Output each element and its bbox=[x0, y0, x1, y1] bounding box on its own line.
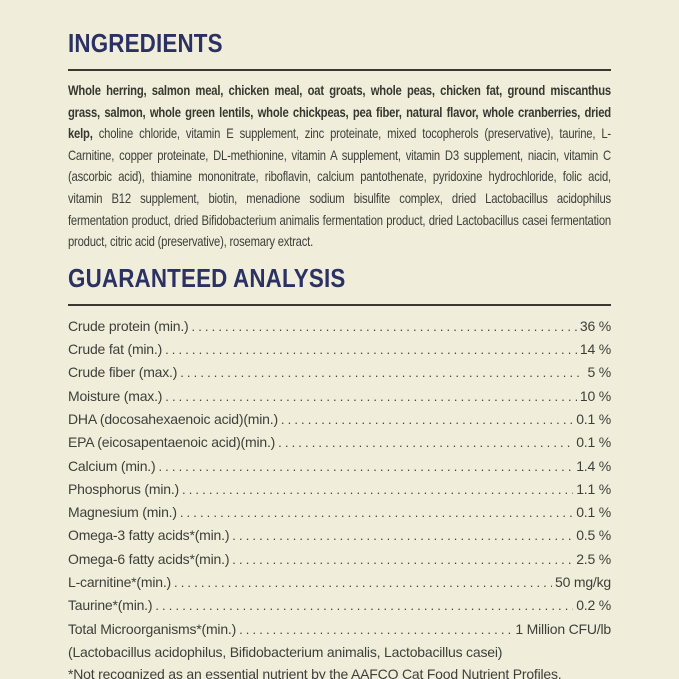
analysis-label: Taurine*(min.) bbox=[68, 597, 153, 614]
analysis-row-calcium: Calcium (min.) 1.4 % bbox=[68, 455, 611, 478]
analysis-label: Total Microorganisms*(min.) bbox=[68, 620, 237, 637]
section-divider bbox=[68, 69, 611, 71]
ingredients-paragraph: Whole herring, salmon meal, chicken meal… bbox=[68, 80, 611, 253]
analysis-row-crude-protein: Crude protein (min.) 36 % bbox=[68, 315, 611, 338]
section-divider bbox=[68, 303, 611, 306]
dot-leader bbox=[239, 618, 512, 641]
analysis-row-lcarnitine: L-carnitine*(min.) 50 mg/kg bbox=[68, 571, 611, 594]
analysis-value: 5 % bbox=[587, 364, 611, 381]
analysis-value: 0.1 % bbox=[576, 434, 611, 451]
dot-leader bbox=[232, 548, 573, 571]
dot-leader bbox=[182, 478, 573, 501]
analysis-row-omega6: Omega-6 fatty acids*(min.) 2.5 % bbox=[68, 548, 611, 571]
analysis-label: Omega-3 fatty acids*(min.) bbox=[68, 527, 230, 544]
ingredients-title: INGREDIENTS bbox=[68, 28, 223, 58]
analysis-value: 0.1 % bbox=[576, 504, 611, 521]
analysis-value: 2.5 % bbox=[576, 550, 611, 567]
dot-leader bbox=[165, 338, 577, 361]
guaranteed-analysis-title: GUARANTEED ANALYSIS bbox=[68, 262, 346, 293]
dot-leader bbox=[174, 571, 552, 594]
analysis-label: Phosphorus (min.) bbox=[68, 480, 179, 497]
analysis-label: Crude protein (min.) bbox=[68, 317, 189, 334]
analysis-value: 1.1 % bbox=[576, 480, 611, 497]
analysis-label: DHA (docosahexaenoic acid)(min.) bbox=[68, 410, 278, 427]
dot-leader bbox=[158, 455, 573, 478]
ingredients-section: INGREDIENTS Whole herring, salmon meal, … bbox=[68, 26, 611, 253]
dot-leader bbox=[232, 524, 573, 547]
analysis-label: EPA (eicosapentaenoic acid)(min.) bbox=[68, 434, 276, 451]
analysis-row-dha: DHA (docosahexaenoic acid)(min.) 0.1 % bbox=[68, 408, 611, 431]
analysis-value: 14 % bbox=[579, 341, 611, 358]
guaranteed-analysis-table: Crude protein (min.) 36 % Crude fat (min… bbox=[68, 315, 611, 641]
analysis-label: Calcium (min.) bbox=[68, 457, 156, 474]
analysis-value: 0.2 % bbox=[576, 597, 611, 614]
analysis-value: 36 % bbox=[579, 317, 611, 334]
ingredients-secondary-list: choline chloride, vitamin E supplement, … bbox=[68, 126, 611, 250]
analysis-row-crude-fat: Crude fat (min.) 14 % bbox=[68, 338, 611, 361]
analysis-row-magnesium: Magnesium (min.) 0.1 % bbox=[68, 501, 611, 524]
analysis-label: Crude fiber (max.) bbox=[68, 364, 178, 381]
dot-leader bbox=[278, 431, 573, 454]
analysis-label: Omega-6 fatty acids*(min.) bbox=[68, 550, 230, 567]
analysis-value: 1.4 % bbox=[576, 457, 611, 474]
dot-leader bbox=[155, 594, 573, 617]
analysis-value: 50 mg/kg bbox=[555, 574, 611, 591]
analysis-value: 10 % bbox=[579, 387, 611, 404]
analysis-label: Crude fat (min.) bbox=[68, 341, 163, 358]
analysis-value: 0.5 % bbox=[576, 527, 611, 544]
dot-leader bbox=[180, 361, 584, 384]
analysis-value: 1 Million CFU/lb bbox=[515, 620, 611, 637]
dot-leader bbox=[281, 408, 573, 431]
dot-leader bbox=[192, 315, 577, 338]
dot-leader bbox=[165, 385, 577, 408]
probiotics-note: (Lactobacillus acidophilus, Bifidobacter… bbox=[68, 643, 503, 660]
ingredients-primary-list: Whole herring, salmon meal, chicken meal… bbox=[68, 83, 611, 142]
analysis-row-phosphorus: Phosphorus (min.) 1.1 % bbox=[68, 478, 611, 501]
analysis-value: 0.1 % bbox=[576, 410, 611, 427]
analysis-row-epa: EPA (eicosapentaenoic acid)(min.) 0.1 % bbox=[68, 431, 611, 454]
guaranteed-analysis-section: GUARANTEED ANALYSIS Crude protein (min.)… bbox=[68, 261, 611, 679]
analysis-row-total-microorganisms: Total Microorganisms*(min.) 1 Million CF… bbox=[68, 618, 611, 641]
analysis-row-crude-fiber: Crude fiber (max.) 5 % bbox=[68, 361, 611, 384]
analysis-label: L-carnitine*(min.) bbox=[68, 574, 171, 591]
analysis-row-moisture: Moisture (max.) 10 % bbox=[68, 385, 611, 408]
aafco-footnote: *Not recognized as an essential nutrient… bbox=[68, 666, 562, 679]
analysis-label: Moisture (max.) bbox=[68, 387, 163, 404]
analysis-label: Magnesium (min.) bbox=[68, 504, 177, 521]
analysis-row-taurine: Taurine*(min.) 0.2 % bbox=[68, 594, 611, 617]
dot-leader bbox=[180, 501, 573, 524]
analysis-row-omega3: Omega-3 fatty acids*(min.) 0.5 % bbox=[68, 524, 611, 547]
